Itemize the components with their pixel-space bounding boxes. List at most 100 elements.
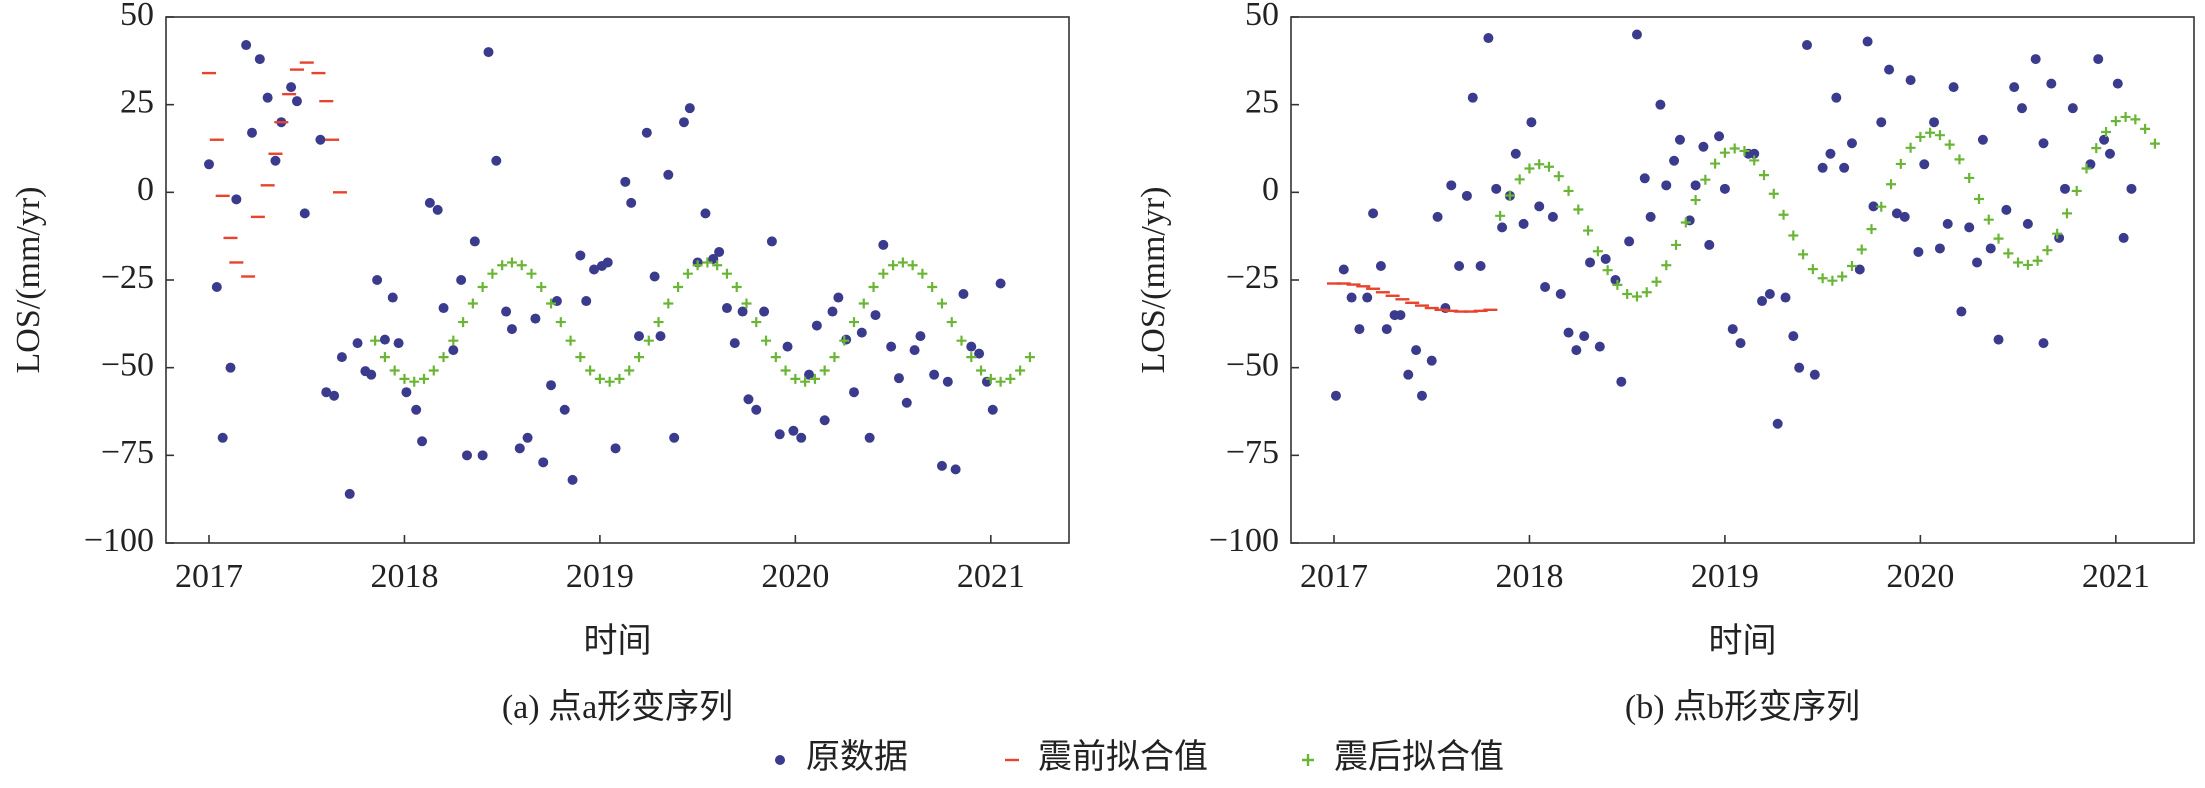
post-fit-mark — [477, 282, 488, 293]
data-point — [966, 341, 977, 352]
x-tick-label: 2020 — [1886, 558, 1954, 595]
post-fit-mark — [839, 335, 850, 346]
x-tick-label: 2021 — [2082, 558, 2150, 595]
post-fit-mark — [927, 282, 938, 293]
post-fit-mark — [780, 365, 791, 376]
post-fit-mark — [1592, 246, 1603, 257]
data-point — [634, 331, 644, 342]
data-point — [796, 432, 807, 443]
post-fit-mark — [1573, 204, 1584, 215]
post-fit-mark — [653, 317, 664, 328]
data-point — [700, 208, 711, 219]
post-fit-mark — [2032, 255, 2043, 266]
post-fit-mark — [1798, 249, 1809, 260]
post-fit-mark — [2003, 248, 2014, 259]
data-point — [1585, 257, 1596, 268]
data-point — [559, 404, 570, 415]
data-point — [483, 47, 494, 58]
post-fit-mark — [1993, 233, 2004, 244]
post-fit-mark — [1015, 365, 1026, 376]
data-point — [1727, 324, 1738, 335]
post-fit-mark — [1983, 214, 1994, 225]
data-point — [299, 208, 310, 219]
post-fit-mark — [624, 365, 635, 376]
data-point — [411, 404, 422, 415]
data-point — [958, 289, 969, 300]
data-point — [387, 292, 398, 303]
post-fit-mark — [2130, 114, 2141, 125]
post-fit-mark — [2110, 116, 2121, 127]
post-fit-mark — [458, 317, 469, 328]
post-fit-mark — [741, 298, 752, 309]
data-point — [950, 464, 961, 475]
data-point — [788, 425, 799, 436]
data-point — [602, 257, 613, 268]
data-point — [684, 103, 695, 114]
data-point — [538, 457, 549, 468]
x-tick-label: 2021 — [957, 558, 1025, 595]
data-point — [743, 394, 754, 405]
post-fit-mark — [1876, 201, 1887, 212]
data-point — [270, 155, 281, 166]
data-point — [530, 313, 541, 324]
post-fit-mark — [790, 373, 801, 384]
post-fit-mark — [2149, 138, 2160, 149]
post-fit-mark — [1788, 230, 1799, 241]
data-point — [2017, 103, 2027, 114]
data-point — [886, 341, 897, 352]
data-point — [1884, 64, 1895, 75]
data-point — [315, 134, 326, 145]
data-point — [522, 432, 533, 443]
data-point — [448, 345, 459, 356]
data-point — [1579, 331, 1590, 342]
x-tick-label: 2020 — [761, 558, 829, 595]
post-fit-mark — [575, 352, 586, 363]
x-tick-label: 2018 — [1495, 558, 1563, 595]
data-point — [1891, 208, 1902, 219]
post-fit-mark — [712, 260, 723, 271]
data-point — [1497, 222, 1508, 233]
data-point — [393, 338, 404, 349]
post-fit-mark — [438, 352, 449, 363]
post-fit-mark — [985, 373, 996, 384]
data-point — [678, 117, 689, 128]
post-fit-mark — [2013, 257, 2024, 268]
data-point — [1368, 208, 1379, 219]
data-point — [575, 250, 586, 261]
post-fit-mark — [897, 257, 908, 268]
post-fit-mark — [1807, 264, 1818, 275]
data-point — [995, 278, 1006, 289]
data-point — [1669, 155, 1680, 166]
data-point — [641, 127, 652, 138]
post-fit-mark — [1583, 225, 1594, 236]
post-fit-mark — [2022, 259, 2033, 270]
data-point — [1985, 243, 1996, 254]
data-point — [1645, 211, 1656, 222]
post-fit-mark — [663, 298, 674, 309]
data-point — [1555, 289, 1566, 300]
data-point — [655, 331, 666, 342]
data-point — [1825, 148, 1836, 159]
data-point — [217, 432, 228, 443]
data-point — [1540, 282, 1551, 293]
data-point — [589, 264, 600, 275]
post-fit-mark — [907, 260, 918, 271]
post-fit-mark — [536, 282, 547, 293]
data-point — [1862, 36, 1873, 47]
data-point — [1802, 40, 1812, 51]
data-point — [1809, 369, 1820, 380]
x-tick-label: 2018 — [370, 558, 438, 595]
y-tick-label: 25 — [1245, 83, 1279, 120]
data-point — [456, 275, 467, 285]
plot-frame — [165, 16, 1070, 544]
data-point — [714, 246, 725, 257]
data-point — [506, 324, 517, 335]
post-fit-mark — [1974, 193, 1984, 204]
post-fit-mark — [819, 365, 830, 376]
data-point — [1510, 148, 1521, 159]
post-fit-mark — [702, 257, 713, 268]
data-point — [1876, 117, 1887, 128]
post-fit-mark — [1739, 145, 1750, 156]
data-point — [2112, 78, 2123, 89]
